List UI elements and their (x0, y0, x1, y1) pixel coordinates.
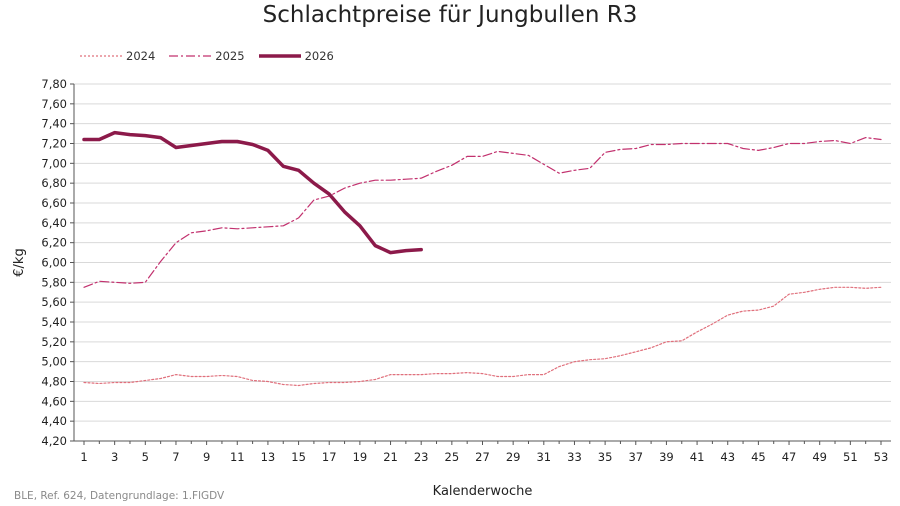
y-tick-label-2: 4,60 (41, 394, 67, 408)
series-line-2026 (82, 130, 423, 255)
series-line-2025 (83, 137, 882, 288)
legend-swatch-2026 (258, 54, 301, 58)
chart-title: Schlachtpreise für Jungbullen R3 (262, 2, 638, 28)
x-tick-label-14: 29 (506, 450, 521, 464)
source-note: BLE, Ref. 624, Datengrundlage: 1.FlGDV (14, 490, 225, 502)
x-tick-label-15: 31 (536, 450, 551, 464)
legend-item-2025: 2025 (169, 49, 245, 63)
y-tick-label-15: 7,20 (41, 137, 67, 151)
x-tick-label-26: 53 (874, 450, 889, 464)
x-tick-label-20: 41 (690, 450, 705, 464)
x-tick-label-19: 39 (659, 450, 674, 464)
y-tick-label-13: 6,80 (41, 176, 67, 190)
y-tick-label-17: 7,60 (41, 97, 67, 111)
x-tick-label-21: 43 (720, 450, 735, 464)
legend-label-2024: 2024 (126, 49, 156, 63)
x-tick-label-10: 21 (383, 450, 398, 464)
y-tick-label-14: 7,00 (41, 156, 67, 170)
y-tick-label-9: 6,00 (41, 256, 67, 270)
x-tick-label-8: 17 (322, 450, 337, 464)
y-tick-label-8: 5,80 (41, 275, 67, 289)
legend-label-2025: 2025 (215, 49, 245, 63)
y-tick-label-16: 7,40 (41, 117, 67, 131)
legend-label-2026: 2026 (304, 49, 334, 63)
x-tick-label-18: 37 (628, 450, 643, 464)
x-tick-label-12: 25 (445, 450, 460, 464)
y-tick-label-11: 6,40 (41, 216, 67, 230)
y-tick-label-0: 4,20 (41, 434, 67, 448)
x-tick-label-7: 15 (291, 450, 306, 464)
y-tick-label-18: 7,80 (41, 77, 67, 91)
legend-item-2026: 2026 (258, 49, 334, 63)
y-tick-label-10: 6,20 (41, 236, 67, 250)
y-tick-label-6: 5,40 (41, 315, 67, 329)
legend-item-2024: 2024 (80, 49, 155, 63)
y-tick-label-12: 6,60 (41, 196, 67, 210)
x-tick-label-17: 35 (598, 450, 613, 464)
x-tick-label-24: 49 (812, 450, 827, 464)
x-axis-label: Kalenderwoche (433, 484, 533, 499)
x-tick-label-23: 47 (782, 450, 797, 464)
y-tick-label-3: 4,80 (41, 375, 67, 389)
x-tick-label-6: 13 (261, 450, 276, 464)
x-tick-label-2: 5 (142, 450, 149, 464)
x-tick-label-5: 11 (230, 450, 245, 464)
legend-swatch-2024 (80, 55, 122, 57)
x-tick-label-25: 51 (843, 450, 858, 464)
y-tick-label-1: 4,40 (41, 414, 67, 428)
x-tick-label-13: 27 (475, 450, 490, 464)
x-tick-label-11: 23 (414, 450, 429, 464)
x-tick-label-16: 33 (567, 450, 582, 464)
x-tick-label-1: 3 (111, 450, 118, 464)
x-tick-label-3: 7 (172, 450, 179, 464)
y-axis-label: €/kg (12, 248, 27, 276)
legend: 2024 2025 2026 (80, 47, 348, 65)
series-line-2024 (83, 286, 882, 387)
y-tick-label-4: 5,00 (41, 355, 67, 369)
y-tick-label-5: 5,20 (41, 335, 67, 349)
x-tick-label-0: 1 (80, 450, 87, 464)
x-tick-label-9: 19 (353, 450, 368, 464)
y-tick-label-7: 5,60 (41, 295, 67, 309)
x-tick-label-22: 45 (751, 450, 766, 464)
x-tick-label-4: 9 (203, 450, 210, 464)
legend-swatch-2025 (169, 55, 212, 57)
